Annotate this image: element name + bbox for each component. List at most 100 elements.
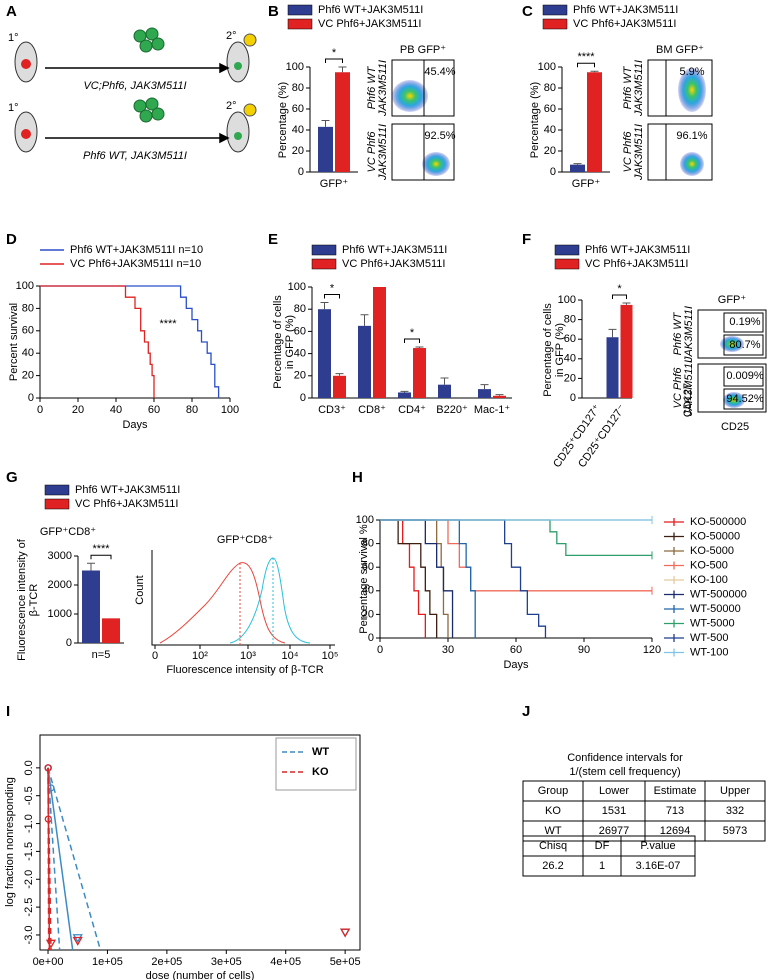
error-bar <box>495 394 504 396</box>
panel-label: A <box>6 3 17 20</box>
significance: **** <box>159 318 177 330</box>
histogram-axes <box>151 550 335 646</box>
regression-line <box>47 767 102 951</box>
panel-label: J <box>522 703 530 720</box>
flow-row-label: VC Phf6 <box>672 367 684 409</box>
y-axis-label: Percentage of cells <box>542 303 554 397</box>
y-tick-label: 0 <box>298 166 304 178</box>
error-bar <box>608 328 617 338</box>
x-tick-label: 0 <box>152 650 158 662</box>
x-tick-label: B220⁺ <box>436 404 468 416</box>
significance: **** <box>577 51 595 63</box>
error-bar <box>415 346 424 349</box>
y-tick-label: 100 <box>558 294 576 306</box>
panel-label: D <box>6 231 17 248</box>
y-tick-label: 40 <box>544 124 556 136</box>
y-tick-label: 60 <box>362 561 374 573</box>
y-tick-label: -1.5 <box>23 842 35 861</box>
regression-line <box>47 767 61 951</box>
significance: **** <box>92 543 110 555</box>
error-bar <box>440 377 449 385</box>
x-tick-label: 10² <box>192 650 208 662</box>
legend-label: KO-50000 <box>690 530 740 542</box>
x-tick-label: 60 <box>148 404 160 416</box>
x-tick-label: Mac-1⁺ <box>474 404 511 416</box>
x-tick-label: GFP⁺ <box>320 178 349 190</box>
bar <box>493 395 506 398</box>
flow-percent: 45.4% <box>424 66 455 78</box>
flow-row-label: JAK3M511I <box>377 60 389 117</box>
y-tick-label: 60 <box>544 103 556 115</box>
significance-bracket <box>404 338 420 343</box>
legend-label: VC Phf6+JAK3M511I <box>585 258 688 270</box>
x-tick-label: 1e+05 <box>92 956 123 968</box>
y-tick-label: 40 <box>362 585 374 597</box>
legend-label: Phf6 WT+JAK3M511I <box>573 4 678 16</box>
y-tick-label: 80 <box>294 303 306 315</box>
y-tick-label: 100 <box>286 61 304 73</box>
flow-row-label: JAK3M511I <box>377 124 389 181</box>
x-tick-label: 30 <box>442 644 454 656</box>
bar <box>318 126 333 172</box>
legend-label: KO-500 <box>690 559 728 571</box>
x-tick-label: 4e+05 <box>270 956 301 968</box>
table-cell: Group <box>538 785 569 797</box>
survival-curve <box>380 519 652 557</box>
legend-swatch <box>287 4 313 16</box>
table-cell: 26977 <box>599 825 630 837</box>
y-tick-label: 0 <box>368 632 374 644</box>
bar <box>335 72 350 172</box>
significance-bracket <box>90 554 112 560</box>
y-axis-label: log fraction nonresponding <box>4 777 16 907</box>
legend-label: WT-500 <box>690 632 729 644</box>
legend-swatch <box>311 258 337 270</box>
y-tick-label: 80 <box>22 302 34 314</box>
bar <box>82 570 100 643</box>
legend-label: KO-500000 <box>690 516 746 528</box>
y-axis-label: in GFP (%) <box>554 323 566 377</box>
flow-row-label: JAK3M511I <box>683 306 695 363</box>
bar <box>587 72 602 172</box>
y-axis-label: Percentage (%) <box>529 82 541 158</box>
legend-swatch <box>542 18 568 30</box>
x-tick-label: 20 <box>72 404 84 416</box>
flow-percent: 94.52% <box>726 393 764 405</box>
table-cell: Upper <box>720 785 750 797</box>
error-bar <box>400 390 409 393</box>
x-tick-label: 10⁵ <box>322 650 339 662</box>
legend-label: Phf6 WT+JAK3M511I <box>342 244 447 256</box>
flow-percent: 0.009% <box>726 370 764 382</box>
y-axis-label: Percentage of cells <box>272 295 284 389</box>
table-title: Confidence intervals for <box>567 752 683 764</box>
point <box>72 936 83 946</box>
table-cell: 713 <box>666 805 684 817</box>
panel-label: G <box>6 469 18 486</box>
y-tick-label: 80 <box>362 538 374 550</box>
table-cell: 332 <box>726 805 744 817</box>
panel-label: F <box>522 231 531 248</box>
flow-density <box>680 152 704 176</box>
x-tick-label: 80 <box>186 404 198 416</box>
y-tick-label: 2000 <box>48 579 72 591</box>
flow-gate <box>723 388 764 410</box>
x-tick-label: GFP⁺ <box>572 178 601 190</box>
significance-bracket <box>577 62 595 68</box>
survival-curve <box>380 519 547 638</box>
y-tick-label: 60 <box>564 333 576 345</box>
x-axis-label: dose (number of cells) <box>146 970 255 980</box>
panel-label: B <box>268 3 279 20</box>
mouse-icons <box>14 33 257 153</box>
x-tick-label: CD8⁺ <box>358 404 386 416</box>
error-bar <box>573 163 582 165</box>
legend-swatch <box>287 18 313 30</box>
y-tick-label: 40 <box>294 348 306 360</box>
x-tick-label: 100 <box>221 404 239 416</box>
error-bar <box>87 562 95 571</box>
flow-row-label: Phf6 WT <box>366 65 378 109</box>
x-tick-label: 120 <box>643 644 661 656</box>
error-bar <box>360 314 369 326</box>
error-bar <box>321 120 330 127</box>
bar <box>318 309 331 398</box>
flow-density <box>720 336 744 352</box>
